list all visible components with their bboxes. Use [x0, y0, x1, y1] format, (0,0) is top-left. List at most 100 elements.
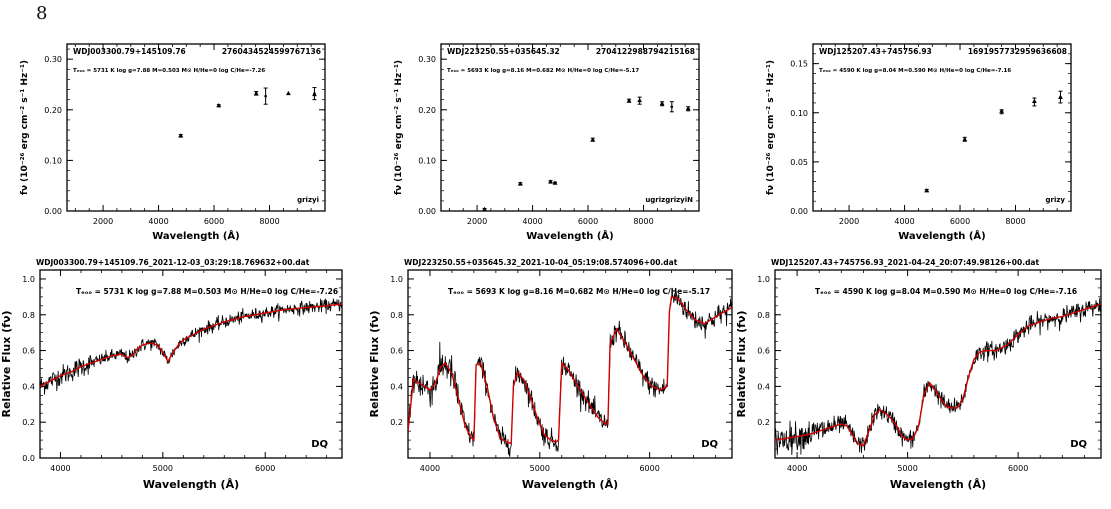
phot1-frame [66, 43, 326, 212]
x-tick-label: 6000 [1008, 464, 1028, 473]
x-tick-label: 5000 [530, 464, 550, 473]
x-axis-label: Wavelength (Å) [152, 229, 239, 242]
object-name: WDJ223250.55+035645.32 [447, 47, 560, 56]
obs-point [591, 138, 595, 141]
spec3-frame [774, 269, 1102, 459]
source-id: 2760434524599767136 [222, 47, 321, 56]
x-tick-label: 4000 [148, 217, 168, 226]
y-tick-label: 0.10 [790, 109, 808, 118]
bands-label: grizy [1046, 196, 1066, 204]
y-axis-label: fν (10⁻²⁶ erg cm⁻² s⁻¹ Hz⁻¹) [766, 60, 776, 195]
x-tick-label: 4000 [787, 464, 807, 473]
x-axis-label: Wavelength (Å) [522, 478, 618, 491]
x-tick-label: 4000 [50, 464, 70, 473]
obs-point [553, 181, 557, 185]
phot2-frame [440, 43, 700, 212]
y-tick-label: 0.05 [790, 158, 808, 167]
y-tick-label: 0.8 [757, 311, 770, 320]
x-tick-label: 6000 [578, 217, 598, 226]
spec2-panel: 4000 5000 6000 0.2 0.4 0.6 0.8 1.0 Wavelength (Å… [368, 258, 733, 491]
y-tick-label: 0.20 [44, 106, 62, 115]
x-axis-label: Wavelength (Å) [143, 478, 239, 491]
y-tick-label: 0.4 [390, 382, 403, 391]
obs-point [1000, 110, 1003, 114]
spec1-panel: 4000 5000 6000 0.0 0.2 0.4 0.6 0.8 1.0 Wavelength… [0, 258, 343, 491]
y-tick-label: 0.4 [22, 382, 35, 391]
page-number: 8 [36, 3, 48, 24]
y-tick-label: 0.8 [390, 311, 403, 320]
model-spectrum-line [40, 303, 342, 388]
obs-point [483, 208, 486, 211]
x-axis-label: Wavelength (Å) [890, 478, 986, 491]
obs-point [660, 102, 664, 106]
object-name: WDJ003300.79+145109.76 [73, 47, 186, 56]
spec3-panel: 4000 5000 6000 0.2 0.4 0.6 0.8 1.0 Wavelength (Å… [735, 258, 1102, 491]
y-tick-label: 0.0 [22, 454, 35, 463]
spec1-frame [39, 269, 343, 459]
y-tick-label: 0.8 [22, 311, 35, 320]
spectral-type-label: DQ [1070, 439, 1087, 450]
x-tick-label: 6000 [255, 464, 275, 473]
x-tick-label: 8000 [633, 217, 653, 226]
object-name: WDJ125207.43+745756.93 [819, 47, 932, 56]
y-tick-label: 0.20 [418, 106, 436, 115]
spec2-frame [407, 269, 733, 459]
obs-point [179, 134, 183, 137]
x-tick-label: 6000 [204, 217, 224, 226]
x-axis-label: Wavelength (Å) [898, 229, 985, 242]
obs-point [254, 91, 258, 95]
spectrum-filename: WDJ003300.79+145109.76_2021-12-03_03:29:… [36, 258, 310, 267]
y-tick-label: 0.10 [44, 156, 62, 165]
spectral-type-label: DQ [311, 439, 328, 450]
phot1-panel: 2000 4000 6000 8000 0.00 0.10 0.20 0.30 Waveleng… [20, 43, 326, 242]
observed-spectrum-line [40, 298, 342, 395]
spectrum-filename: WDJ125207.43+745756.93_2021-04-24_20:07:… [771, 258, 1039, 267]
obs-point [670, 105, 674, 109]
model-spectrum-line [408, 296, 732, 445]
phot3-frame [812, 43, 1072, 212]
y-tick-label: 0.10 [418, 156, 436, 165]
spectral-type-label: DQ [701, 439, 718, 450]
x-tick-label: 4000 [522, 217, 542, 226]
y-axis-label: Relative Flux (fν) [735, 311, 748, 418]
obs-point [925, 189, 929, 192]
obs-point [519, 182, 522, 185]
y-tick-label: 0.00 [44, 207, 62, 216]
model-spectrum-line [775, 303, 1101, 447]
bands-label: grizyi [297, 196, 319, 204]
y-tick-label: 0.2 [22, 418, 35, 427]
x-tick-label: 2000 [93, 217, 113, 226]
y-tick-label: 0.30 [418, 55, 436, 64]
y-tick-label: 0.6 [22, 347, 35, 356]
y-tick-label: 0.30 [44, 55, 62, 64]
source-id: 2704122988794215168 [596, 47, 695, 56]
fit-params: Tₑₒₒ = 5693 K log g=8.16 M=0.682 M⊙ H/He… [448, 287, 710, 296]
y-tick-label: 0.00 [790, 207, 808, 216]
y-tick-label: 0.6 [390, 347, 403, 356]
y-tick-label: 0.4 [757, 382, 770, 391]
y-tick-label: 0.6 [757, 347, 770, 356]
observed-spectrum-line [775, 298, 1101, 456]
obs-point [217, 104, 221, 108]
obs-point [1033, 100, 1036, 104]
x-axis-label: Wavelength (Å) [526, 229, 613, 242]
obs-point [1059, 95, 1062, 99]
obs-point [627, 99, 631, 102]
obs-point [264, 94, 267, 98]
y-axis-label: fν (10⁻²⁶ erg cm⁻² s⁻¹ Hz⁻¹) [20, 60, 30, 195]
x-tick-label: 4000 [420, 464, 440, 473]
x-tick-label: 4000 [894, 217, 914, 226]
y-tick-label: 0.00 [418, 207, 436, 216]
model-point [285, 90, 291, 96]
phot2-panel: 2000 4000 6000 8000 0.00 0.10 0.20 0.30 Waveleng… [394, 43, 700, 242]
x-tick-label: 8000 [259, 217, 279, 226]
y-tick-label: 0.2 [390, 418, 403, 427]
y-axis-label: fν (10⁻²⁶ erg cm⁻² s⁻¹ Hz⁻¹) [394, 60, 404, 195]
fit-params: Tₑₒₒ = 5693 K log g=8.16 M=0.682 M⊙ H/He… [447, 68, 639, 74]
obs-point [549, 180, 552, 183]
y-tick-label: 1.0 [22, 275, 35, 284]
source-id: 1691957732959636608 [968, 47, 1067, 56]
y-tick-label: 0.15 [790, 60, 808, 69]
fit-params: Tₑₒₒ = 4590 K log g=8.04 M=0.590 M⊙ H/He… [815, 287, 1077, 296]
